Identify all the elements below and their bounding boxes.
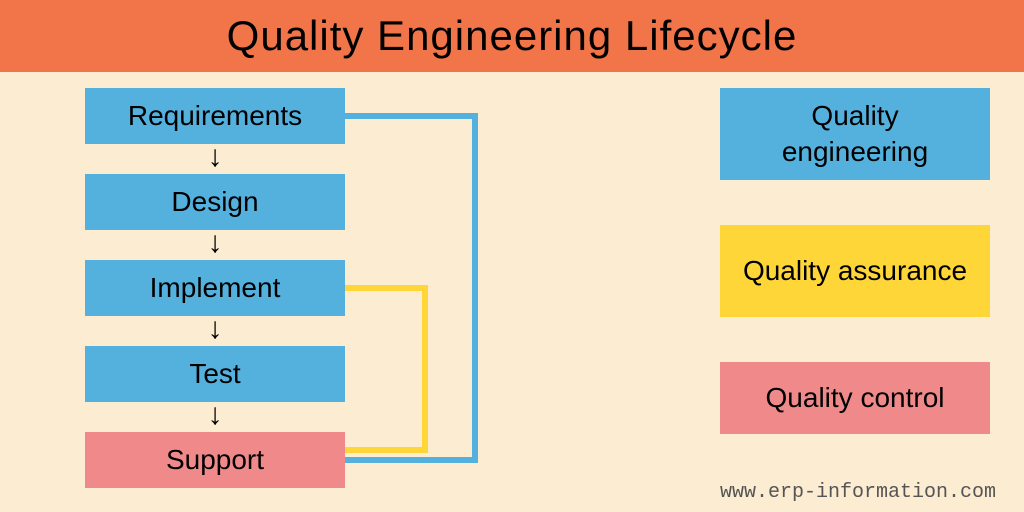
connector-quality-engineering: [345, 116, 475, 460]
stage-label: Test: [189, 358, 240, 390]
arrow-down-icon: ↓: [208, 228, 223, 258]
stage-label: Support: [166, 444, 264, 476]
stage-support: Support: [85, 432, 345, 488]
stage-requirements: Requirements: [85, 88, 345, 144]
legend-quality-control: Quality control: [720, 362, 990, 434]
arrow-down-icon: ↓: [208, 400, 223, 430]
stage-label: Requirements: [128, 100, 302, 132]
stage-label: Design: [171, 186, 258, 218]
legend-quality-assurance: Quality assurance: [720, 225, 990, 317]
stage-implement: Implement: [85, 260, 345, 316]
arrow-down-icon: ↓: [208, 142, 223, 172]
header-bar: Quality Engineering Lifecycle: [0, 0, 1024, 72]
page-title: Quality Engineering Lifecycle: [227, 12, 798, 60]
stage-label: Implement: [150, 272, 281, 304]
legend-label: Quality assurance: [743, 253, 967, 289]
stage-test: Test: [85, 346, 345, 402]
legend-label: Quality engineering: [740, 98, 970, 171]
arrow-down-icon: ↓: [208, 314, 223, 344]
stage-design: Design: [85, 174, 345, 230]
legend-label: Quality control: [766, 380, 945, 416]
legend-quality-engineering: Quality engineering: [720, 88, 990, 180]
diagram-canvas: Quality Engineering Lifecycle Requiremen…: [0, 0, 1024, 512]
connector-quality-assurance: [345, 288, 425, 450]
watermark: www.erp-information.com: [720, 481, 996, 504]
